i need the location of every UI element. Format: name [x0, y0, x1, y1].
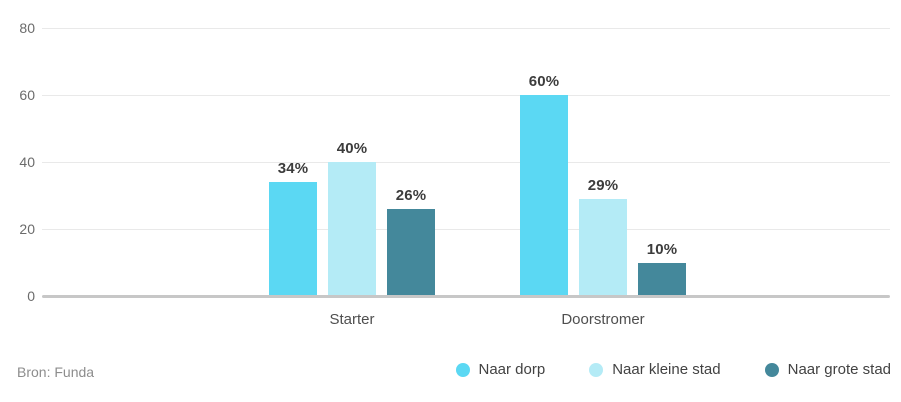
gridline: [42, 229, 890, 230]
source-text: Bron: Funda: [17, 364, 95, 380]
bar-value-label: 60%: [528, 73, 560, 90]
gridline: [42, 28, 890, 29]
legend-dot-icon: [455, 363, 470, 377]
chart-legend: Naar dorp Naar kleine stad Naar grote stad: [455, 361, 891, 379]
bar: [638, 263, 686, 295]
bar-value-label: 26%: [395, 187, 427, 204]
legend-item-label: Naar kleine stad: [612, 361, 721, 378]
legend-item: Naar kleine stad: [589, 361, 721, 379]
y-axis-tick-label: 20: [19, 221, 35, 237]
bar-value-label: 40%: [336, 140, 368, 157]
y-axis-tick-label: 40: [19, 154, 35, 170]
bar: [328, 162, 376, 295]
legend-dot-icon: [589, 363, 604, 377]
y-axis-tick-label: 60: [19, 87, 35, 103]
x-axis-line: [42, 295, 890, 298]
bar: [387, 209, 435, 295]
gridline: [42, 95, 890, 96]
gridline: [42, 162, 890, 163]
bar-value-label: 34%: [277, 160, 309, 177]
bar: [269, 182, 317, 295]
bar: [579, 199, 627, 295]
legend-item-label: Naar grote stad: [787, 361, 891, 378]
bar-value-label: 29%: [587, 177, 619, 194]
y-axis-tick-label: 80: [19, 20, 35, 36]
category-label: Starter: [329, 311, 375, 328]
y-axis-tick-label: 0: [27, 288, 35, 304]
legend-dot-icon: [764, 363, 779, 377]
category-label: Doorstromer: [561, 311, 645, 328]
bar: [520, 95, 568, 295]
legend-item-label: Naar dorp: [478, 361, 546, 378]
legend-item: Naar grote stad: [764, 361, 891, 379]
legend-item: Naar dorp: [455, 361, 546, 379]
bar-value-label: 10%: [646, 241, 678, 258]
